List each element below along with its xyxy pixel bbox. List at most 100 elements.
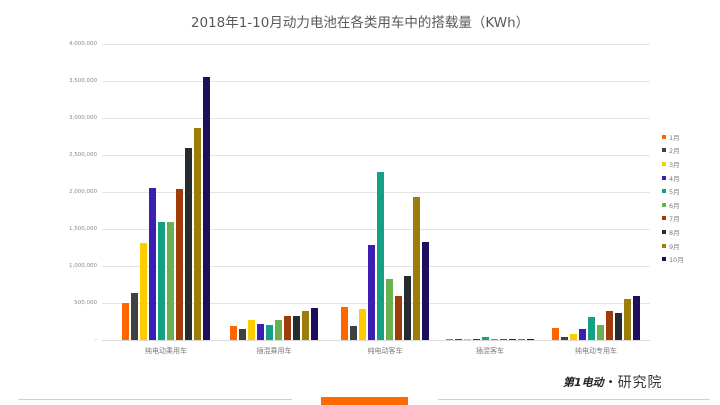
bar xyxy=(157,221,166,340)
logo-separator: • xyxy=(607,376,614,388)
bar xyxy=(202,76,211,340)
legend-item: 7月 xyxy=(662,212,684,226)
bar xyxy=(526,339,535,340)
bar-group xyxy=(121,44,211,340)
bar xyxy=(238,328,247,340)
bar xyxy=(587,317,596,340)
bar xyxy=(229,325,238,340)
legend-swatch-icon xyxy=(662,229,666,234)
bar xyxy=(403,275,412,340)
bar xyxy=(349,325,358,340)
bar xyxy=(472,338,481,340)
bar xyxy=(517,339,526,340)
legend-item: 6月 xyxy=(662,198,684,212)
bar-group xyxy=(551,44,641,340)
bar xyxy=(454,339,463,340)
legend-item: 1月 xyxy=(662,130,684,144)
bar xyxy=(130,293,139,340)
bar xyxy=(184,148,193,340)
y-tick-label: 3,000,000 xyxy=(69,115,97,121)
footer-divider-left xyxy=(18,399,292,400)
chart-title: 2018年1-10月动力电池在各类用车中的搭载量（KWh） xyxy=(190,15,530,31)
bar xyxy=(578,328,587,340)
y-tick-label: 1,000,000 xyxy=(69,263,97,269)
bar-group xyxy=(445,44,535,340)
footer-accent-bar xyxy=(321,397,408,405)
x-category-label: 纯电动客车 xyxy=(367,347,403,355)
legend-label: 5月 xyxy=(669,188,680,197)
gridline xyxy=(102,155,650,156)
bar xyxy=(376,172,385,340)
bar xyxy=(310,308,319,340)
legend-label: 2月 xyxy=(669,147,680,156)
x-category-label: 插混客车 xyxy=(476,347,504,355)
logo-text: 研究院 xyxy=(617,375,663,391)
bar xyxy=(463,339,472,340)
gridline xyxy=(102,266,650,267)
y-tick-label: 3,500,000 xyxy=(69,78,97,84)
bar xyxy=(499,338,508,340)
y-tick-label: 2,000,000 xyxy=(69,189,97,195)
legend-swatch-icon xyxy=(662,202,666,207)
y-tick-label: - xyxy=(95,337,97,343)
bar xyxy=(283,315,292,340)
bar xyxy=(175,189,184,340)
bar xyxy=(632,296,641,340)
legend-item: 4月 xyxy=(662,171,684,185)
footer-divider-right xyxy=(438,399,710,400)
legend-item: 8月 xyxy=(662,225,684,239)
bar xyxy=(605,311,614,340)
legend-label: 8月 xyxy=(669,228,680,237)
bar xyxy=(551,328,560,340)
legend: 1月 2月 3月 4月 5月 6月 7月 8月 9月 10月 xyxy=(662,130,684,266)
legend-label: 10月 xyxy=(669,256,684,265)
bar xyxy=(367,244,376,340)
y-tick-label: 2,500,000 xyxy=(69,152,97,158)
legend-swatch-icon xyxy=(662,189,666,194)
legend-item: 5月 xyxy=(662,184,684,198)
x-category-label: 纯电动专用车 xyxy=(575,347,617,355)
legend-label: 1月 xyxy=(669,133,680,142)
legend-swatch-icon xyxy=(662,148,666,153)
bar-group xyxy=(229,44,319,340)
y-tick-label: 4,000,000 xyxy=(69,41,97,47)
logo-mark: 第1电动 xyxy=(563,376,604,389)
legend-item: 2月 xyxy=(662,144,684,158)
legend-swatch-icon xyxy=(662,243,666,248)
bar xyxy=(508,338,517,340)
bar xyxy=(193,128,202,340)
bar xyxy=(596,325,605,340)
bar xyxy=(623,298,632,340)
bar xyxy=(256,323,265,340)
bar xyxy=(394,296,403,340)
legend-label: 6月 xyxy=(669,201,680,210)
plot-area xyxy=(102,44,650,341)
x-category-label: 插混乘用车 xyxy=(256,347,292,355)
y-tick-label: 1,500,000 xyxy=(69,226,97,232)
legend-swatch-icon xyxy=(662,161,666,166)
bar xyxy=(481,337,490,340)
y-tick-label: 500,000 xyxy=(74,300,97,306)
legend-label: 3月 xyxy=(669,160,680,169)
bar xyxy=(139,243,148,340)
bar xyxy=(166,221,175,340)
bar xyxy=(490,339,499,340)
bar xyxy=(247,320,256,340)
legend-label: 9月 xyxy=(669,242,680,251)
gridline xyxy=(102,118,650,119)
gridline xyxy=(102,81,650,82)
legend-swatch-icon xyxy=(662,257,666,262)
gridline xyxy=(102,229,650,230)
bar xyxy=(265,325,274,340)
legend-swatch-icon xyxy=(662,134,666,139)
legend-item: 3月 xyxy=(662,157,684,171)
bar xyxy=(292,315,301,340)
bar xyxy=(421,241,430,340)
bar xyxy=(569,334,578,340)
x-category-label: 纯电动乘用车 xyxy=(145,347,187,355)
gridline xyxy=(102,340,650,341)
brand-logo: 第1电动 • 研究院 xyxy=(563,372,663,392)
bar xyxy=(301,311,310,340)
bar xyxy=(614,313,623,340)
bar xyxy=(412,197,421,340)
